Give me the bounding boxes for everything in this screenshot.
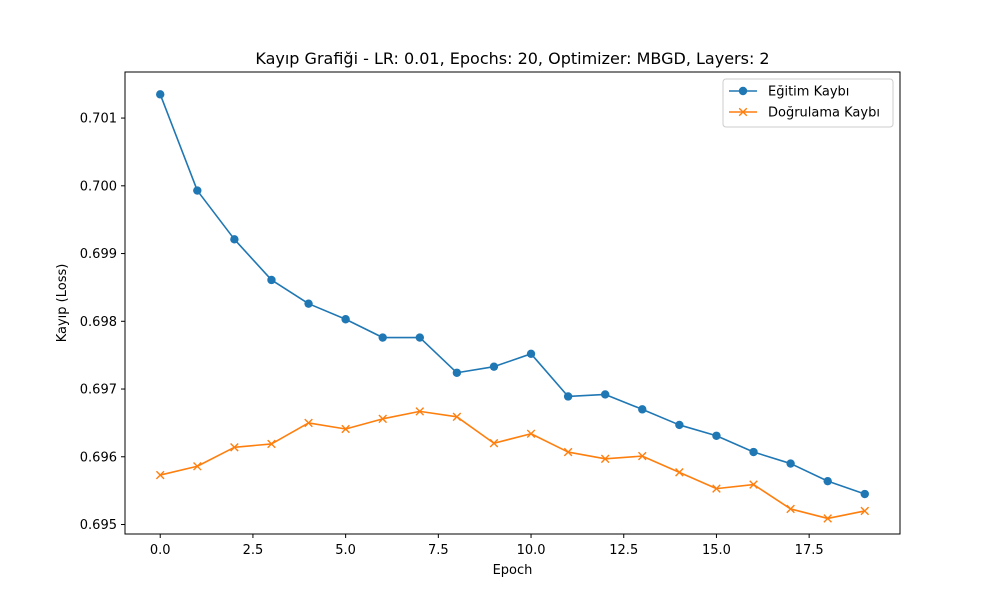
x-tick-label: 0.0 xyxy=(150,543,171,558)
data-point xyxy=(193,461,202,471)
data-point xyxy=(860,489,869,499)
data-point xyxy=(823,514,832,523)
data-point xyxy=(193,186,202,195)
data-point xyxy=(415,333,424,342)
data-point xyxy=(230,235,239,244)
x-axis: 0.0 2.5 5.0 7.5 10.0 12.5 15.0 17.5 xyxy=(150,534,824,558)
data-point xyxy=(452,412,462,422)
y-tick-label: 0.695 xyxy=(80,518,117,533)
data-point xyxy=(526,429,536,439)
legend-marker xyxy=(738,107,748,117)
y-axis: 0.695 0.696 0.697 0.698 0.699 0.700 0.701 xyxy=(80,112,125,533)
data-point xyxy=(675,468,684,477)
data-point xyxy=(304,418,313,428)
x-tick-label: 17.5 xyxy=(795,543,824,558)
x-tick-label: 10.0 xyxy=(517,543,546,558)
data-point xyxy=(749,480,758,489)
series-1 xyxy=(156,90,869,499)
series-line xyxy=(159,94,866,495)
data-point xyxy=(563,392,573,401)
data-point xyxy=(156,90,165,99)
legend-item: Doğrulama Kaybı xyxy=(729,106,880,121)
data-point xyxy=(749,447,758,457)
legend-label: Doğrulama Kaybı xyxy=(768,106,880,121)
y-tick-label: 0.700 xyxy=(80,179,117,194)
y-tick-label: 0.697 xyxy=(80,383,117,398)
data-point xyxy=(304,299,313,308)
y-axis-label: Kayıp (Loss) xyxy=(55,264,70,343)
data-point xyxy=(415,407,425,416)
data-point xyxy=(600,454,610,464)
legend: Eğitim Kaybı Doğrulama Kaybı xyxy=(722,78,894,128)
data-point xyxy=(267,439,276,449)
data-point xyxy=(637,451,647,461)
x-tick-label: 15.0 xyxy=(702,543,731,558)
plot-area xyxy=(124,71,901,535)
data-point xyxy=(823,476,832,486)
x-tick-label: 7.5 xyxy=(428,543,449,558)
data-point xyxy=(452,368,462,377)
data-point xyxy=(563,447,573,457)
legend-marker xyxy=(738,86,748,96)
data-point xyxy=(638,405,647,414)
data-point xyxy=(712,484,721,493)
data-point xyxy=(378,333,387,342)
data-point xyxy=(712,431,721,440)
data-point xyxy=(860,506,870,516)
data-point xyxy=(341,424,350,434)
legend-label: Eğitim Kaybı xyxy=(768,85,849,100)
series-line xyxy=(160,410,865,520)
series-layer xyxy=(155,90,870,523)
data-point xyxy=(601,390,610,399)
data-point xyxy=(155,470,165,480)
x-tick-label: 5.0 xyxy=(335,543,356,558)
data-point xyxy=(341,315,350,324)
series-2 xyxy=(155,407,870,523)
data-point xyxy=(786,459,795,468)
data-point xyxy=(378,414,388,424)
x-tick-label: 12.5 xyxy=(609,543,638,558)
y-tick-label: 0.699 xyxy=(80,247,117,262)
legend-box xyxy=(722,78,894,128)
y-tick-label: 0.696 xyxy=(80,450,117,465)
x-axis-label: Epoch xyxy=(493,563,533,578)
data-point xyxy=(675,420,684,430)
data-point xyxy=(267,275,276,285)
data-point xyxy=(526,349,536,359)
y-tick-label: 0.698 xyxy=(80,315,117,330)
y-tick-label: 0.701 xyxy=(80,112,117,127)
chart-title: Kayıp Grafiği - LR: 0.01, Epochs: 20, Op… xyxy=(255,49,769,68)
data-point xyxy=(786,504,795,514)
legend-item: Eğitim Kaybı xyxy=(729,85,849,100)
data-point xyxy=(489,438,499,448)
data-point xyxy=(230,442,239,452)
plot-frame xyxy=(124,71,901,535)
data-point xyxy=(489,362,499,371)
x-tick-label: 2.5 xyxy=(243,543,264,558)
